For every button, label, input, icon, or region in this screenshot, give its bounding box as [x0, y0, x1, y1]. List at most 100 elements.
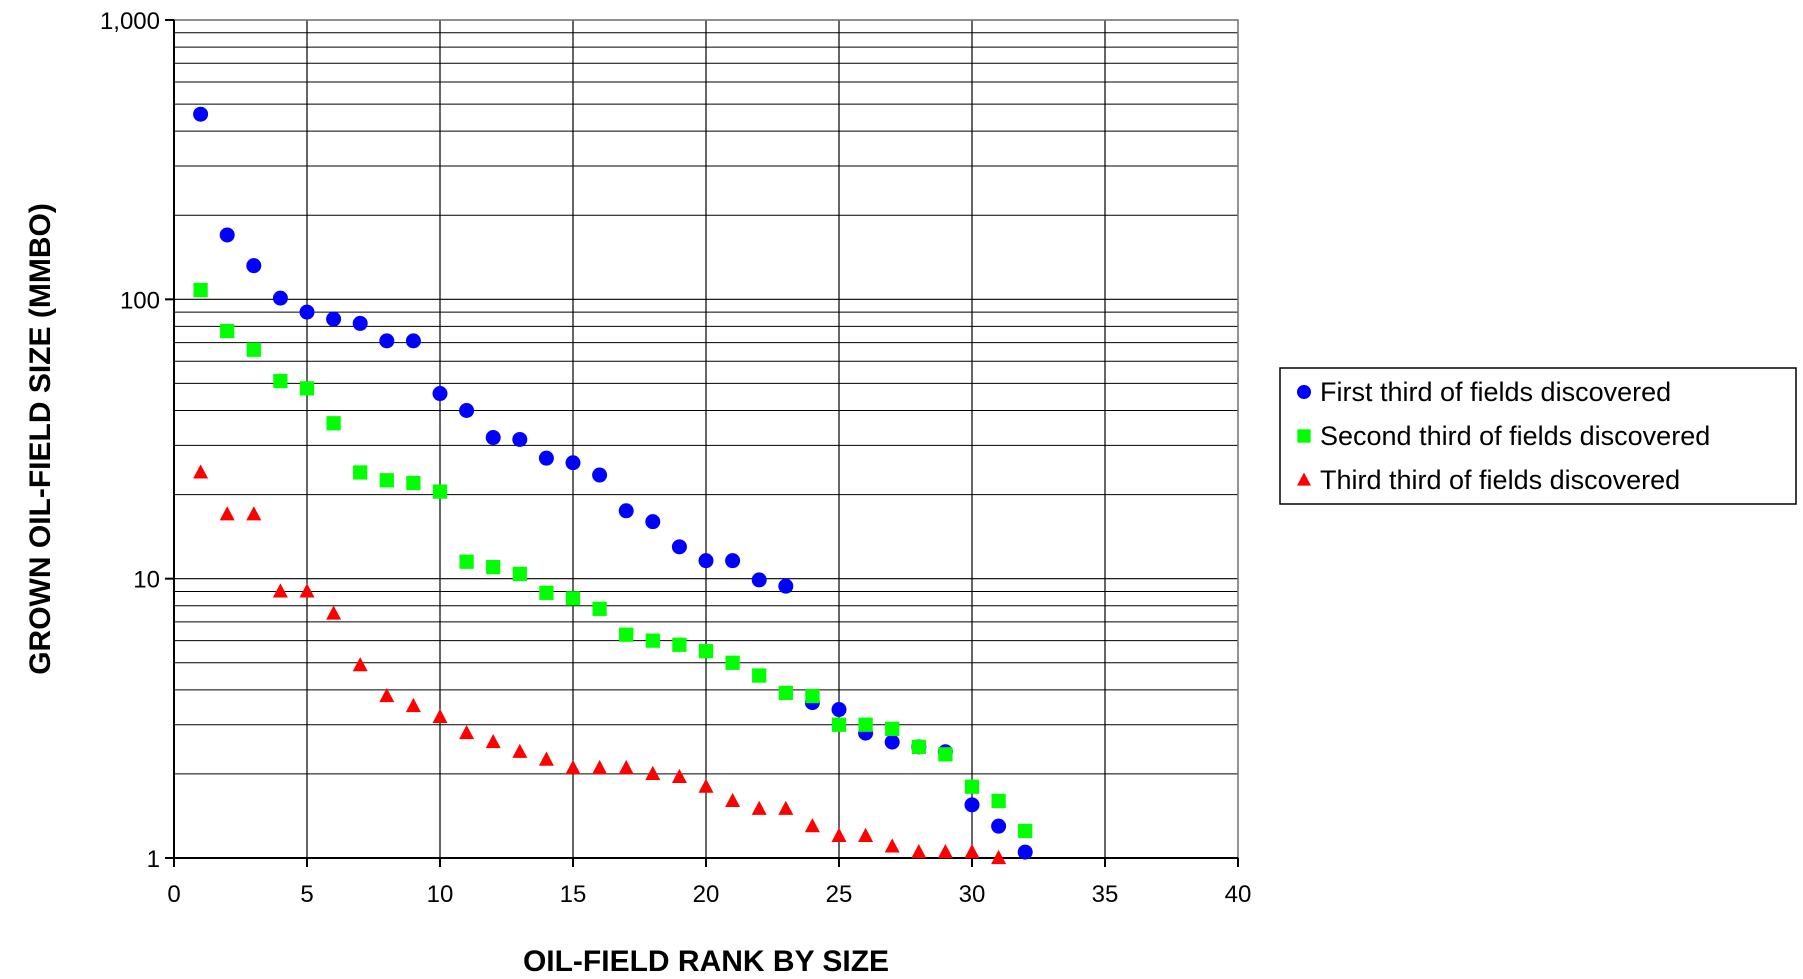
x-tick-label: 25	[826, 881, 853, 908]
y-axis-title: GROWN OIL-FIELD SIZE (MMBO)	[24, 203, 57, 675]
point-circle	[991, 818, 1007, 834]
point-square	[938, 747, 953, 762]
point-triangle	[858, 827, 874, 842]
legend-marker-triangle	[1297, 472, 1311, 486]
x-tick-label: 10	[427, 881, 454, 908]
point-circle	[432, 386, 448, 402]
point-triangle	[299, 583, 315, 598]
point-circle	[645, 514, 661, 530]
point-circle	[219, 227, 235, 243]
point-triangle	[459, 724, 475, 740]
point-square	[778, 685, 793, 701]
point-square	[353, 465, 368, 480]
x-tick-labels: 0 5 10 15 20 25 30 35 40	[167, 881, 1251, 908]
x-tick-label: 40	[1225, 881, 1252, 908]
legend-marker-square	[1297, 429, 1311, 443]
point-square	[1018, 823, 1033, 839]
point-square	[805, 688, 820, 704]
point-square	[193, 282, 208, 298]
y-tick-label: 100	[120, 287, 160, 314]
point-square	[432, 484, 448, 499]
point-square	[246, 342, 261, 357]
point-circle	[884, 734, 900, 750]
point-triangle	[405, 697, 421, 713]
point-triangle	[698, 778, 714, 793]
point-triangle	[592, 759, 608, 775]
point-triangle	[671, 768, 687, 784]
data-points	[193, 106, 1033, 865]
point-square	[698, 644, 714, 659]
point-circle	[246, 258, 262, 274]
point-triangle	[645, 765, 661, 780]
legend-box	[1279, 367, 1797, 505]
x-axis-title: OIL-FIELD RANK BY SIZE	[523, 945, 889, 978]
x-tick-label: 20	[693, 881, 720, 908]
x-tick-label: 5	[300, 881, 313, 908]
point-circle	[326, 311, 342, 327]
point-square	[672, 637, 687, 652]
series-3	[193, 464, 1007, 865]
point-circle	[485, 430, 501, 446]
point-circle	[671, 539, 687, 555]
point-triangle	[778, 800, 794, 815]
point-triangle	[538, 751, 554, 766]
point-square	[326, 416, 341, 431]
y-tick-labels: 1 10 100 1,000	[100, 8, 160, 873]
point-square	[858, 717, 873, 732]
point-triangle	[964, 843, 980, 859]
point-circle	[751, 572, 767, 588]
point-square	[885, 721, 900, 736]
legend-label: Second third of fields discovered	[1320, 421, 1710, 451]
point-triangle	[804, 818, 820, 833]
point-triangle	[884, 838, 900, 853]
point-triangle	[565, 759, 581, 775]
y-tick-label: 10	[133, 567, 160, 594]
point-circle	[778, 578, 794, 594]
legend-label: Third third of fields discovered	[1320, 465, 1680, 495]
point-circle	[698, 553, 714, 569]
point-square	[831, 717, 847, 732]
point-square	[512, 566, 527, 582]
axes	[165, 19, 1239, 867]
point-circle	[352, 315, 368, 331]
x-tick-label: 35	[1092, 881, 1119, 908]
point-triangle	[352, 657, 368, 672]
point-circle	[592, 467, 608, 483]
point-circle	[725, 553, 741, 569]
x-tick-label: 0	[167, 881, 180, 908]
point-square	[299, 381, 315, 396]
legend-entry-1: First third of fields discovered	[1297, 377, 1671, 407]
point-circle	[193, 106, 209, 122]
point-triangle	[246, 506, 262, 521]
point-circle	[459, 402, 475, 418]
x-tick-label: 15	[560, 881, 587, 908]
x-tick-label: 30	[959, 881, 986, 908]
legend-marker-circle	[1297, 385, 1311, 399]
point-triangle	[219, 506, 235, 521]
point-circle	[618, 503, 634, 519]
point-triangle	[432, 708, 448, 723]
point-square	[220, 323, 235, 339]
point-circle	[512, 431, 528, 447]
legend-entry-3: Third third of fields discovered	[1297, 465, 1680, 495]
legend: First third of fields discovered Second t…	[1279, 367, 1797, 505]
point-triangle	[193, 464, 209, 479]
point-triangle	[512, 743, 528, 758]
point-triangle	[379, 687, 395, 703]
y-tick-label: 1,000	[100, 8, 160, 35]
point-circle	[379, 333, 395, 349]
point-triangle	[485, 733, 501, 749]
point-triangle	[725, 792, 741, 808]
point-triangle	[751, 800, 767, 815]
point-circle	[964, 797, 980, 813]
point-triangle	[831, 827, 847, 842]
point-circle	[538, 450, 554, 466]
point-circle	[299, 304, 315, 320]
y-tick-label: 1	[147, 846, 160, 873]
point-square	[592, 601, 607, 616]
series-2	[193, 282, 1033, 839]
point-square	[539, 585, 554, 600]
point-square	[379, 473, 394, 488]
point-square	[991, 793, 1006, 809]
